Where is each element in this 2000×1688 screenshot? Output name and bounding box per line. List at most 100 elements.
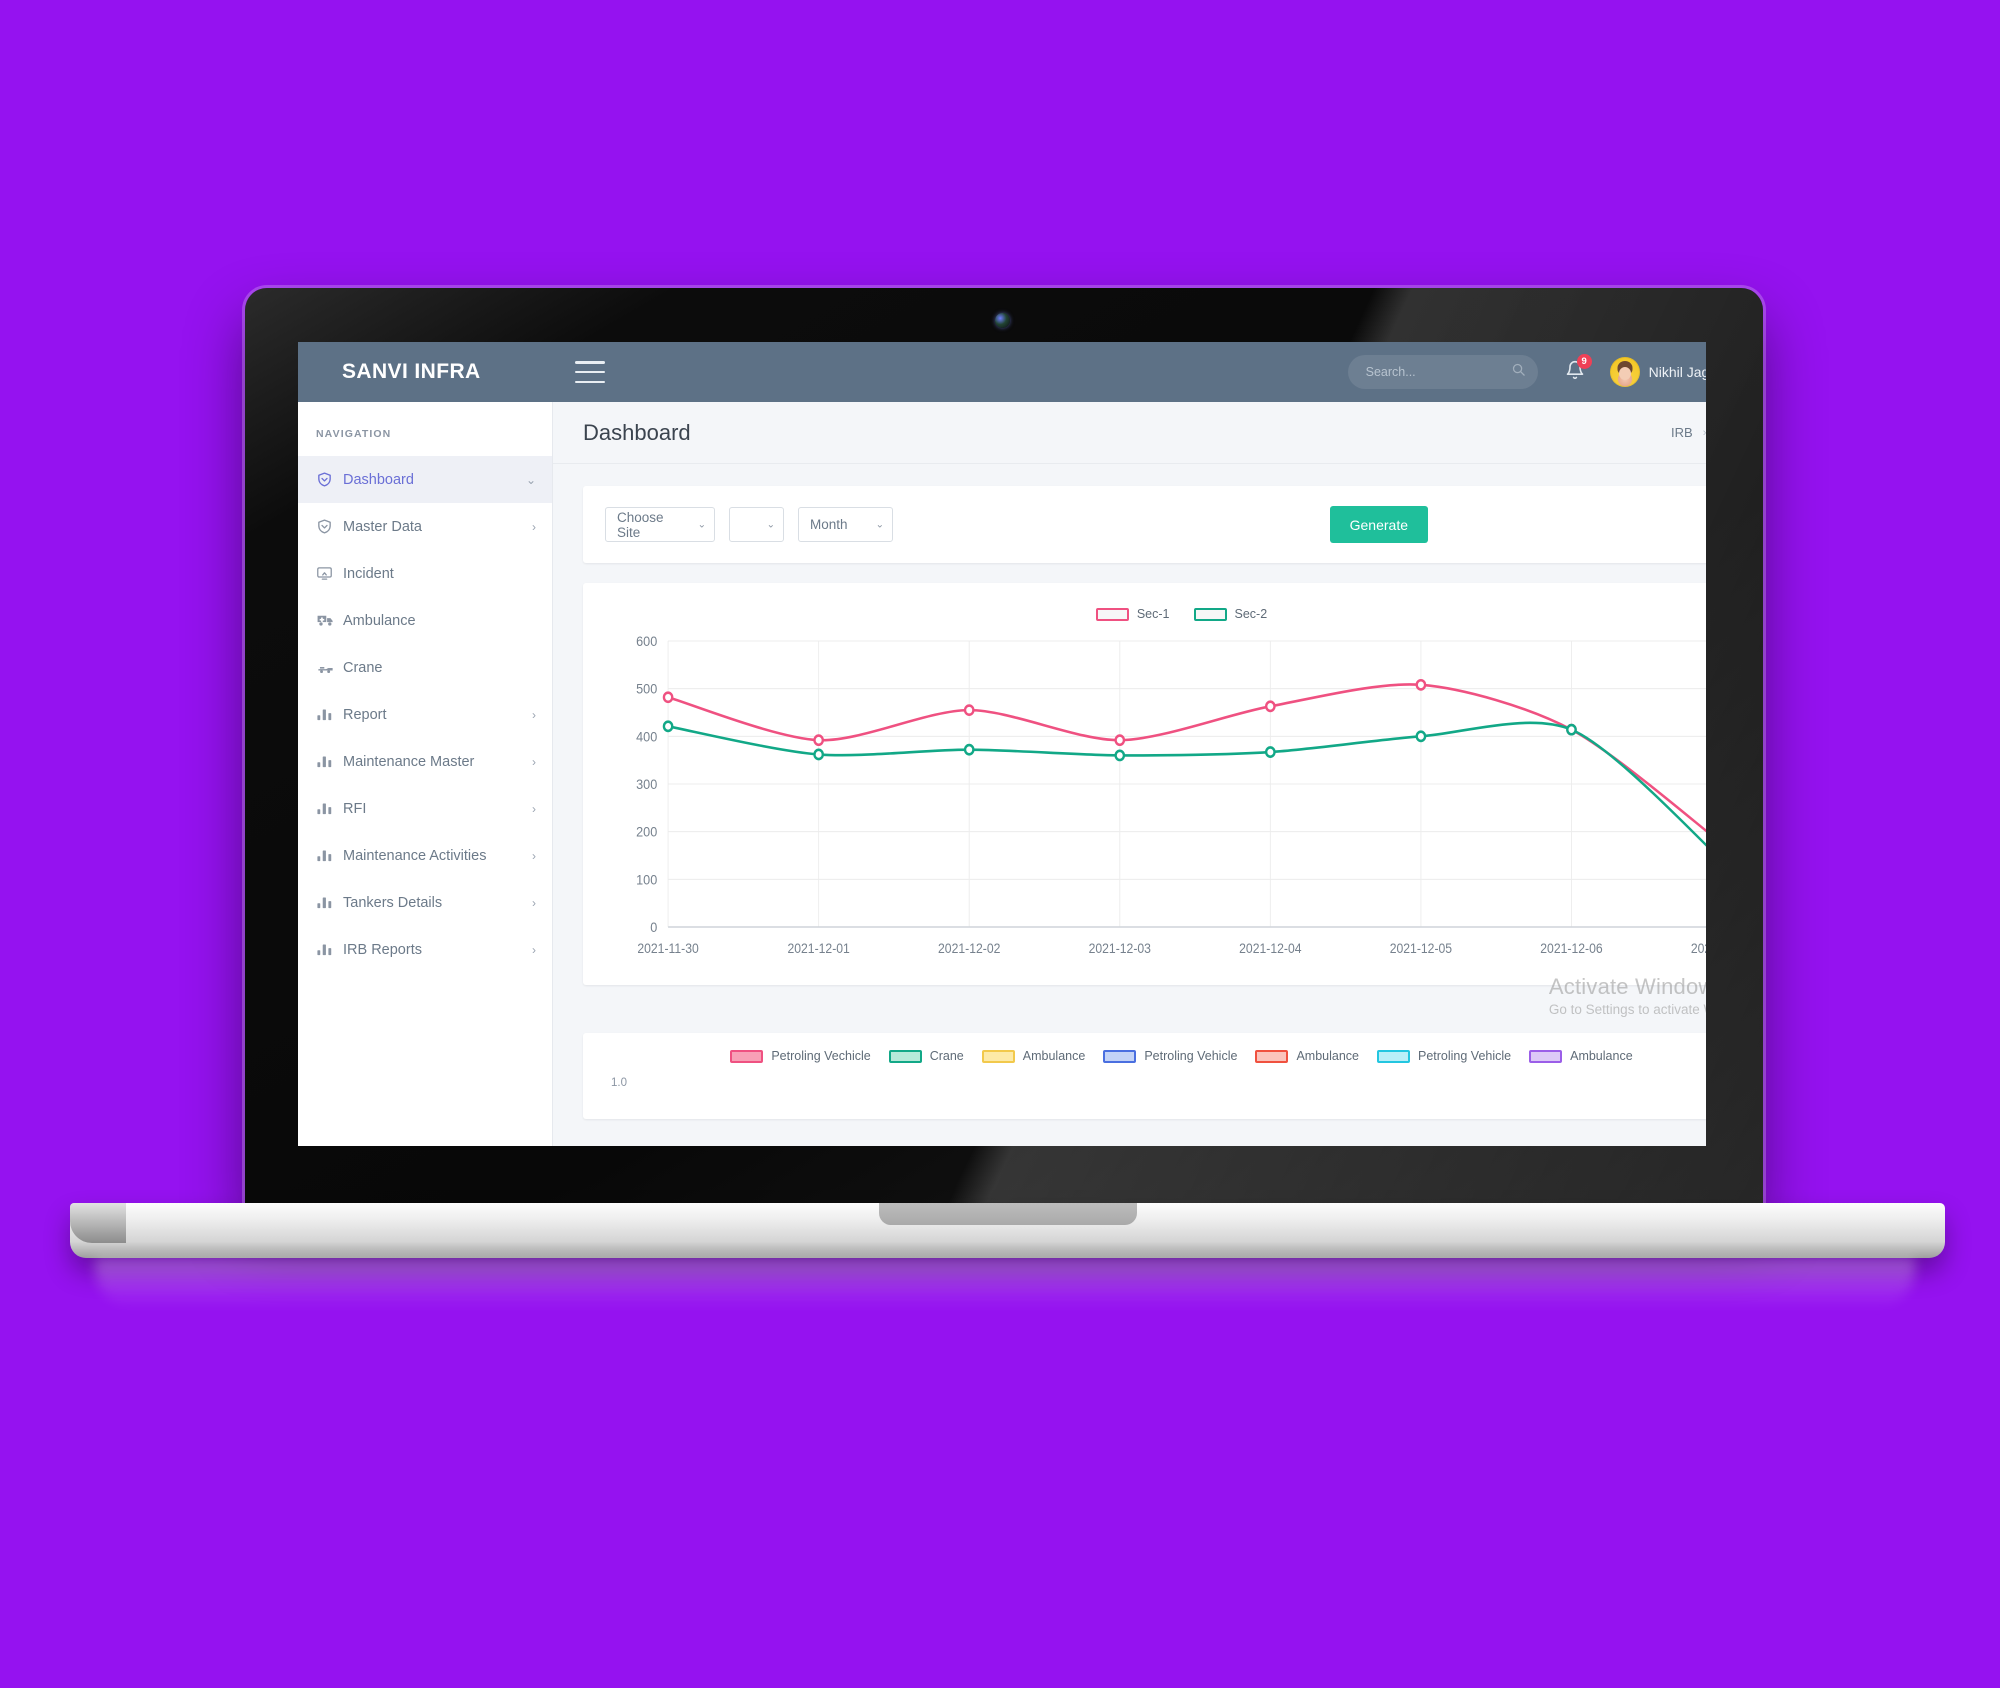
sidebar-item-label: Tankers Details [343,894,443,911]
chart-legend: Sec-1 Sec-2 [603,601,1706,627]
sidebar: NAVIGATION Dashboard ⌄ Master Data [298,402,553,1146]
legend-label: Sec-1 [1136,607,1170,621]
legend-item[interactable]: Ambulance [981,1049,1086,1063]
app-header: SANVI INFRA Search... [298,342,1706,402]
svg-text:2021-12-07: 2021-12-07 [1691,940,1706,956]
legend-item[interactable]: Petroling Vehicle [1376,1049,1512,1063]
sidebar-item-ambulance[interactable]: Ambulance [298,597,552,644]
sidebar-item-label: Report [343,706,387,723]
sidebar-item-report[interactable]: Report › [298,691,552,738]
chevron-down-icon: ⌄ [875,519,884,530]
generate-button[interactable]: Generate [1329,506,1428,543]
laptop-reflection [95,1258,1915,1308]
legend-label: Crane [929,1049,964,1063]
app-viewport: SANVI INFRA Search... [298,342,1706,1146]
laptop-foot [70,1203,126,1243]
ambulance-icon [316,611,343,630]
chevron-right-icon: › [1703,427,1706,439]
svg-text:400: 400 [636,729,657,745]
svg-text:100: 100 [636,872,657,888]
sidebar-item-label: Master Data [343,518,422,535]
bar-chart-icon [316,847,343,864]
svg-text:0: 0 [650,919,657,935]
monitor-icon [316,565,343,582]
legend-swatch [1376,1049,1410,1063]
secondary-chart-legend: Petroling Vechicle Crane Ambulance Petrolin… [603,1049,1706,1063]
line-chart-svg: 0 100 200 300 400 500 600 2021-11-30 2021-12-01 2… [636,633,1706,956]
search-icon [1511,362,1526,382]
sidebar-item-label: Maintenance Master [343,753,475,770]
sidebar-item-label: Ambulance [343,612,416,629]
legend-item[interactable]: Crane [888,1049,964,1063]
legend-item[interactable]: Sec-1 [1095,607,1170,621]
windows-activation-watermark: Activate Windows Go to Settings to activ… [1549,974,1706,1017]
svg-text:2021-12-02: 2021-12-02 [938,940,1000,956]
chevron-right-icon: › [532,801,536,816]
sidebar-item-maintenance-activities[interactable]: Maintenance Activities › [298,832,552,879]
secondary-chart-card: Petroling Vechicle Crane Ambulance Petrolin… [583,1033,1706,1119]
sidebar-item-dashboard[interactable]: Dashboard ⌄ [298,456,552,503]
legend-item[interactable]: Petroling Vechicle [730,1049,871,1063]
brand-logo[interactable]: SANVI INFRA [342,360,481,383]
search-input[interactable]: Search... [1347,355,1538,389]
legend-label: Sec-2 [1234,607,1268,621]
user-name: Nikhil Jagtap [1648,364,1706,380]
chart-plot-area[interactable]: 0 100 200 300 400 500 600 2021-11-30 2021-12-01 2… [603,631,1706,971]
chevron-down-icon: ⌄ [697,519,706,530]
webcam-icon [995,313,1010,328]
avatar [1609,357,1640,387]
sidebar-item-maintenance-master[interactable]: Maintenance Master › [298,738,552,785]
svg-text:2021-12-04: 2021-12-04 [1239,940,1301,956]
legend-swatch [888,1049,922,1063]
legend-item[interactable]: Ambulance [1255,1049,1359,1063]
chevron-right-icon: › [532,519,536,534]
laptop-base [70,1203,1945,1258]
legend-item[interactable]: Ambulance [1529,1049,1633,1063]
legend-label: Petroling Vehicle [1417,1049,1512,1063]
bar-chart-icon [316,941,343,958]
notification-badge: 9 [1576,354,1592,369]
notification-bell-button[interactable]: 9 [1558,354,1592,389]
sidebar-item-rfi[interactable]: RFI › [298,785,552,832]
filter-card: Choose Site ⌄ ⌄ Month ⌄ Generate [583,486,1706,563]
sidebar-item-incident[interactable]: Incident [298,550,552,597]
legend-swatch [1255,1049,1289,1063]
svg-text:300: 300 [636,776,657,792]
page-header: Dashboard IRB › Dashboard [553,402,1706,464]
page-title: Dashboard [583,419,691,445]
sidebar-item-label: RFI [343,800,367,817]
content-area: Dashboard IRB › Dashboard Choose Site ⌄ [553,402,1706,1146]
legend-label: Ambulance [1022,1049,1086,1063]
legend-label: Ambulance [1296,1049,1359,1063]
hamburger-icon[interactable] [575,361,605,383]
app-surface: SANVI INFRA Search... [298,342,1706,1146]
sidebar-item-tankers-details[interactable]: Tankers Details › [298,879,552,926]
bar-chart-icon [316,800,343,817]
chevron-right-icon: › [532,848,536,863]
chevron-right-icon: › [532,707,536,722]
secondary-chart-y-tick: 1.0 [611,1077,627,1089]
legend-item[interactable]: Petroling Vehicle [1103,1049,1237,1063]
secondary-select[interactable]: ⌄ [729,507,784,542]
period-select-value: Month [810,517,848,532]
chevron-down-icon: ⌄ [525,472,536,487]
legend-label: Petroling Vehicle [1144,1049,1238,1063]
period-select[interactable]: Month ⌄ [798,507,893,542]
sidebar-item-master-data[interactable]: Master Data › [298,503,552,550]
legend-swatch [1103,1049,1137,1063]
site-select[interactable]: Choose Site ⌄ [605,507,715,542]
shield-check-icon [316,518,343,535]
legend-item[interactable]: Sec-2 [1193,607,1268,621]
svg-text:2021-11-30: 2021-11-30 [637,940,698,956]
sidebar-item-label: Crane [343,659,383,676]
shield-check-icon [316,471,343,488]
sidebar-item-crane[interactable]: Crane [298,644,552,691]
user-menu[interactable]: Nikhil Jagtap ⌄ [1609,357,1706,387]
breadcrumb-root[interactable]: IRB [1671,425,1693,440]
svg-text:500: 500 [636,681,657,697]
legend-swatch [1529,1049,1563,1063]
sidebar-item-irb-reports[interactable]: IRB Reports › [298,926,552,973]
main-chart-card: Sec-1 Sec-2 0 100 200 300 400 500 600 2021-11-3… [583,583,1706,1017]
svg-text:2021-12-05: 2021-12-05 [1390,940,1452,956]
sidebar-item-label: Dashboard [343,471,414,488]
